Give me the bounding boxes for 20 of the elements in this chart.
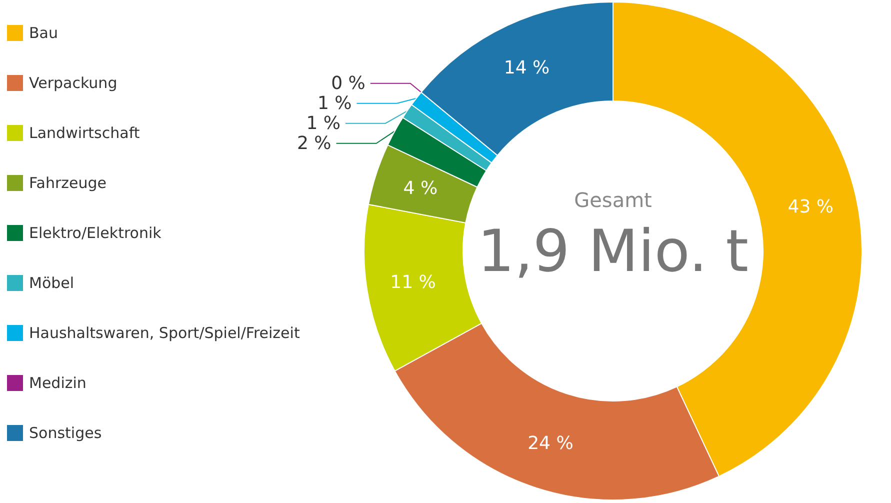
legend-label: Medizin <box>29 374 86 392</box>
text: 1,9 Mio. t <box>478 217 748 285</box>
text: 0 % <box>331 72 366 94</box>
data-label: 4 % <box>403 178 438 199</box>
data-label: 1 % <box>306 112 340 134</box>
text: Gesamt <box>574 188 652 212</box>
data-label: 2 % <box>297 132 332 154</box>
legend-label: Fahrzeuge <box>29 174 106 192</box>
data-label: 11 % <box>390 272 436 294</box>
legend-label: Elektro/Elektronik <box>29 224 162 242</box>
legend-label: Haushaltswaren, Sport/Spiel/Freizeit <box>29 324 300 342</box>
legend-label: Möbel <box>29 274 74 292</box>
legend-label: Landwirtschaft <box>29 124 140 142</box>
data-label: 1 % <box>317 92 352 114</box>
legend-label: Bau <box>29 24 58 42</box>
data-label: 24 % <box>528 433 574 454</box>
data-label: 14 % <box>504 57 550 78</box>
legend-label: Sonstiges <box>29 424 102 442</box>
legend-label: Verpackung <box>29 74 118 92</box>
data-label: 43 % <box>788 196 834 218</box>
